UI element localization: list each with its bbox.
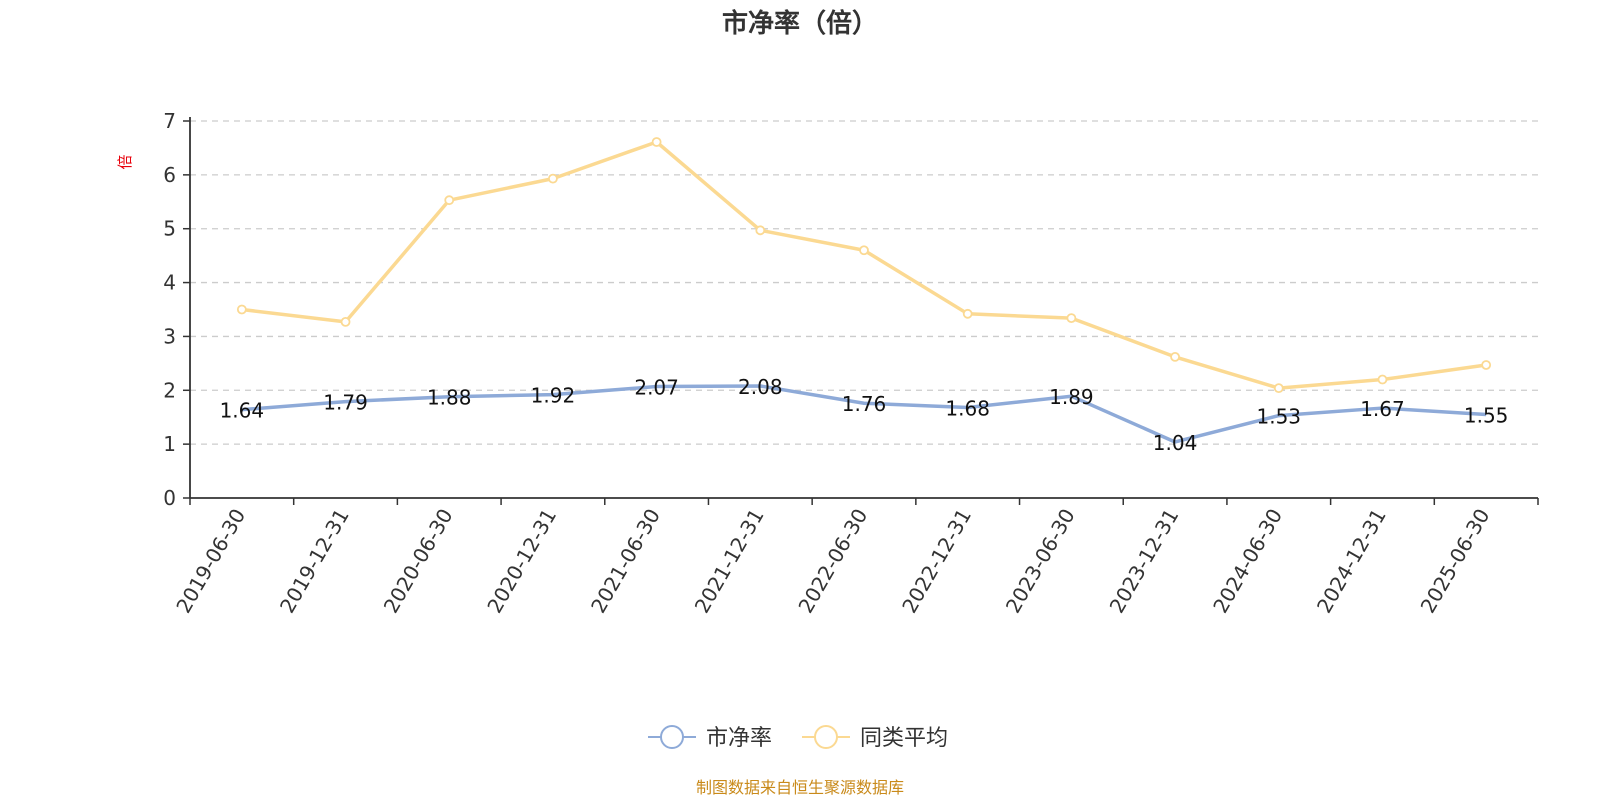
x-tick-label: 2019-06-30	[171, 505, 250, 618]
x-tick-label: 2021-06-30	[586, 505, 665, 618]
series-point	[962, 308, 973, 319]
legend-marker	[660, 725, 684, 749]
data-label: 1.55	[1464, 404, 1509, 428]
y-tick-label: 7	[163, 109, 176, 133]
grid-lines	[190, 120, 1538, 445]
y-tick-label: 4	[163, 271, 176, 295]
data-label: 1.53	[1257, 405, 1302, 429]
x-tick-label: 2024-06-30	[1208, 505, 1287, 618]
series-point	[444, 195, 455, 206]
x-tick-label: 2022-06-30	[793, 505, 872, 618]
series-point	[1066, 313, 1077, 324]
data-label: 1.89	[1049, 385, 1094, 409]
y-tick-label: 2	[163, 378, 176, 402]
series-point	[651, 137, 662, 147]
y-tick-label: 6	[163, 163, 176, 187]
data-label: 1.88	[427, 386, 472, 410]
chart-title: 市净率（倍）	[722, 8, 878, 39]
x-tick-label: 2023-06-30	[1001, 505, 1080, 618]
y-tick-label: 1	[163, 432, 176, 456]
data-label: 2.07	[634, 376, 679, 400]
legend-item-1[interactable]: 同类平均	[802, 725, 948, 751]
data-labels: 1.64 1.79 1.88 1.92 2.07 2.08 1.76 1.68 1.89 1.04…	[220, 375, 1509, 455]
data-label: 2.08	[738, 375, 783, 399]
series-point	[1377, 374, 1388, 385]
series-point	[1170, 351, 1180, 362]
data-label: 1.67	[1360, 397, 1405, 421]
x-tick-label: 2023-12-31	[1105, 505, 1184, 618]
series-point	[236, 304, 247, 315]
legend-label: 市净率	[706, 726, 772, 751]
y-tick-label: 5	[163, 217, 176, 241]
legend-marker	[814, 725, 838, 749]
source-note: 制图数据来自恒生聚源数据库	[696, 778, 904, 797]
y-tick-label: 0	[163, 486, 176, 510]
x-tick-label: 2025-06-30	[1416, 505, 1495, 618]
series-point	[755, 225, 766, 236]
x-tick-label: 2021-12-31	[690, 505, 769, 618]
series-line-0	[241, 384, 1487, 444]
data-label: 1.76	[842, 392, 887, 416]
x-tick-label: 2022-12-31	[897, 505, 976, 618]
series-point	[548, 173, 558, 184]
legend-label: 同类平均	[860, 726, 948, 751]
legend: 市净率 同类平均	[648, 725, 948, 751]
axes: 0 1 2 3 4 5 6 7 2019-06-30 2019-12-31 2020-06-30 20…	[163, 109, 1539, 618]
y-tick-label: 3	[163, 324, 176, 348]
y-axis-unit-label: 倍	[116, 154, 134, 169]
data-label: 1.04	[1153, 431, 1198, 455]
data-label: 1.64	[220, 399, 265, 423]
data-label: 1.68	[945, 397, 990, 421]
x-tick-label: 2020-12-31	[482, 505, 561, 618]
series-point	[340, 316, 351, 327]
series-point	[1273, 383, 1284, 394]
series-line-1	[241, 140, 1487, 390]
series-point	[859, 245, 869, 256]
x-tick-label: 2019-12-31	[275, 505, 354, 618]
x-tick-label: 2020-06-30	[379, 505, 458, 618]
legend-item-0[interactable]: 市净率	[648, 725, 772, 751]
series-lines	[236, 137, 1492, 444]
series-point	[1481, 360, 1492, 370]
data-label: 1.79	[323, 391, 368, 415]
x-tick-label: 2024-12-31	[1312, 505, 1391, 618]
data-label: 1.92	[531, 384, 576, 408]
